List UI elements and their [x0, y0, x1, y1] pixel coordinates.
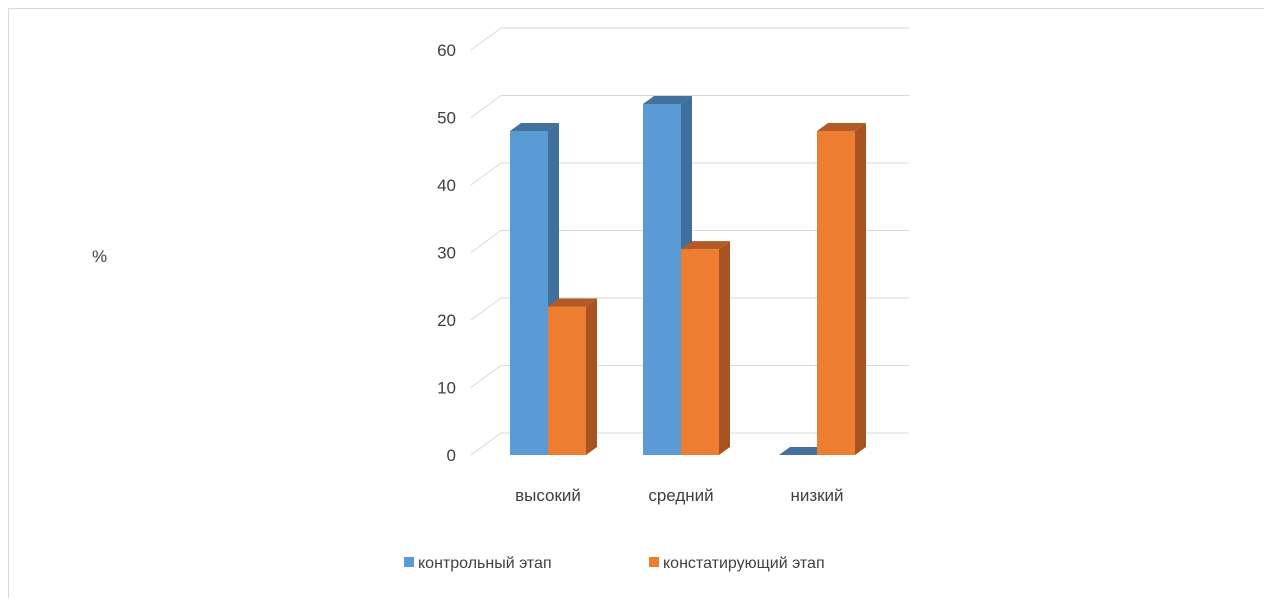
bar-front	[817, 131, 855, 455]
y-tick-label-3: 30	[437, 244, 456, 263]
y-tick-label-5: 50	[437, 109, 456, 128]
legend-swatch	[649, 557, 659, 567]
legend-label: констатирующий этап	[663, 555, 825, 572]
x-category-label-0: высокий	[515, 486, 581, 505]
gridline-depth-3	[470, 230, 502, 253]
bar-side	[586, 298, 597, 455]
gridline-depth-0	[470, 432, 502, 456]
bar-side	[855, 123, 866, 455]
bar-top	[681, 241, 730, 250]
gridline-depth-4	[470, 162, 502, 186]
legend-label: контрольный этап	[418, 555, 552, 572]
bar-2-1	[817, 123, 866, 455]
gridline-depth-5	[470, 95, 502, 118]
y-axis-ticks: 0 10 20 30 40 50 60	[437, 41, 456, 465]
bar-front	[643, 104, 681, 455]
bar-top	[779, 447, 828, 455]
bar-front	[510, 131, 548, 455]
y-tick-label-4: 40	[437, 176, 456, 195]
x-category-label-2: низкий	[790, 486, 843, 505]
bar-top	[643, 96, 692, 104]
x-category-label-1: средний	[648, 486, 713, 505]
y-tick-label-1: 10	[437, 379, 456, 398]
legend-item-1: констатирующий этап	[649, 555, 825, 572]
y-axis-label: %	[92, 247, 107, 266]
bar-side	[719, 241, 730, 455]
x-axis-categories: высокий средний низкий	[515, 486, 843, 505]
bar-top	[548, 298, 597, 307]
gridline-depth-1	[470, 365, 502, 388]
bar-front	[681, 249, 719, 455]
bar-front	[548, 306, 586, 455]
legend-swatch	[404, 557, 414, 567]
chart-area: 0 10 20 30 40 50 60 высокий средний низкий % кон…	[8, 8, 1264, 598]
legend-item-0: контрольный этап	[404, 555, 552, 572]
gridline-depth-6	[470, 27, 502, 51]
legend: контрольный этап констатирующий этап	[404, 555, 825, 572]
bar-1-1	[681, 241, 730, 455]
y-tick-label-2: 20	[437, 311, 456, 330]
bar-top	[510, 123, 559, 131]
bars	[510, 96, 866, 455]
bar-2-0	[779, 447, 828, 455]
bar-0-1	[548, 298, 597, 455]
bar-chart: 0 10 20 30 40 50 60 высокий средний низкий % кон…	[92, 27, 909, 572]
y-tick-label-0: 0	[447, 446, 456, 465]
gridline-depth-2	[470, 297, 502, 321]
bar-top	[817, 123, 866, 131]
y-tick-label-6: 60	[437, 41, 456, 60]
